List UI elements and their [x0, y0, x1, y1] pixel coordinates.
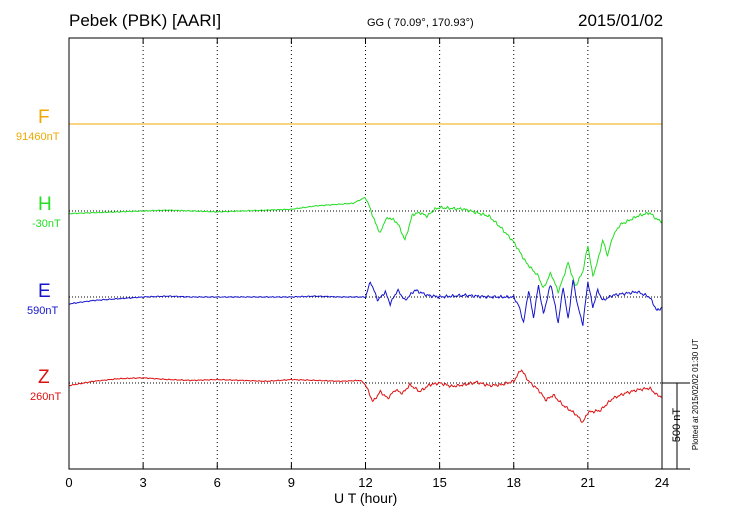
- series-label-e: E: [38, 281, 51, 302]
- scale-bar-label: 500 nT: [671, 407, 684, 443]
- x-tick-label-24: 24: [655, 475, 669, 490]
- baseline-label-h: -30nT: [32, 218, 61, 230]
- baseline-label-f: 91460nT: [16, 131, 60, 143]
- series-label-h: H: [38, 194, 52, 215]
- trace-e: [68, 279, 663, 326]
- x-tick-label-21: 21: [581, 475, 595, 490]
- x-ticks: 0 3 6 9 12 15 18 21 24: [65, 38, 669, 490]
- x-tick-label-3: 3: [140, 475, 147, 490]
- geo-coords: GG ( 70.09°, 170.93°): [367, 17, 474, 29]
- traces: [68, 123, 663, 424]
- x-axis-label: U T (hour): [334, 490, 398, 506]
- trace-h: [68, 196, 663, 294]
- baseline-label-e: 590nT: [27, 305, 59, 317]
- x-tick-label-15: 15: [432, 475, 446, 490]
- scale-bar: [662, 382, 690, 470]
- plotted-timestamp: Plotted at 2015/02/02 01:30 UT: [691, 338, 701, 451]
- x-tick-label-18: 18: [507, 475, 521, 490]
- x-tick-label-6: 6: [214, 475, 221, 490]
- x-tick-label-12: 12: [358, 475, 372, 490]
- series-label-z: Z: [38, 367, 50, 388]
- baseline-label-z: 260nT: [30, 391, 62, 403]
- trace-z: [68, 369, 663, 424]
- date-label: 2015/01/02: [578, 11, 664, 30]
- series-label-f: F: [38, 107, 50, 128]
- station-title: Pebek (PBK) [AARI]: [69, 11, 222, 30]
- x-tick-label-9: 9: [288, 475, 295, 490]
- x-tick-label-0: 0: [65, 475, 72, 490]
